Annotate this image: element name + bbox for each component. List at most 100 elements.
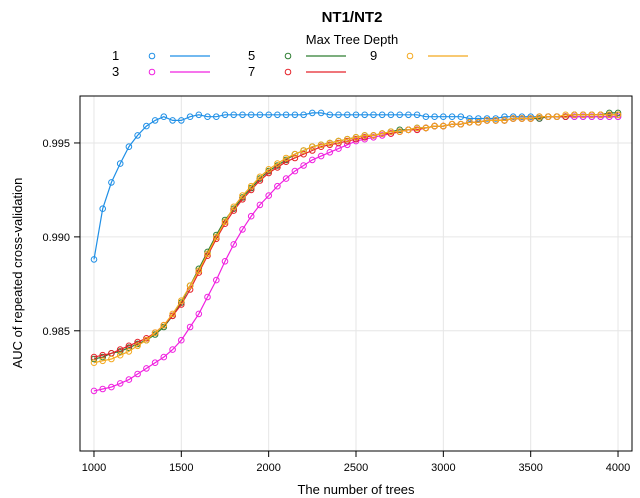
- data-point: [378, 111, 386, 119]
- data-point: [116, 380, 124, 387]
- data-point: [317, 143, 325, 150]
- data-point: [579, 111, 587, 119]
- x-tick-label: 2000: [256, 462, 280, 474]
- data-point: [405, 111, 412, 119]
- data-point: [160, 321, 168, 329]
- data-point: [265, 166, 273, 173]
- data-point: [317, 141, 325, 149]
- data-point: [466, 119, 473, 126]
- data-point: [274, 164, 281, 171]
- data-point: [160, 353, 168, 361]
- data-point: [274, 111, 281, 119]
- data-point: [169, 310, 176, 318]
- data-point: [344, 111, 351, 119]
- data-point: [344, 137, 351, 145]
- data-point: [475, 119, 482, 126]
- legend-marker: [284, 68, 292, 76]
- data-point: [90, 387, 98, 395]
- data-point: [134, 338, 141, 346]
- data-point: [256, 111, 264, 119]
- data-point: [553, 113, 561, 120]
- data-point: [606, 109, 613, 117]
- data-point: [352, 111, 360, 119]
- data-point: [274, 182, 281, 190]
- data-point: [204, 113, 211, 120]
- data-point: [588, 111, 596, 119]
- data-point: [90, 256, 98, 263]
- data-point: [405, 126, 412, 134]
- data-point: [265, 111, 273, 119]
- data-point: [352, 135, 360, 143]
- data-point: [536, 113, 543, 120]
- data-point: [291, 154, 299, 162]
- y-tick-label: 0.985: [42, 326, 70, 338]
- data-point: [378, 130, 386, 137]
- data-point: [483, 117, 491, 124]
- data-point: [239, 192, 246, 199]
- data-point: [186, 113, 194, 120]
- data-point: [239, 226, 246, 233]
- axes: 1000 1500 2000 2500 3000 3500 4000 0.985 0.990 0.…: [42, 138, 630, 474]
- data-point: [431, 122, 438, 130]
- legend-item-7: 7: [248, 64, 346, 79]
- data-point: [213, 113, 220, 120]
- data-point: [178, 297, 185, 305]
- data-point: [291, 111, 299, 119]
- series-layer: [90, 109, 622, 395]
- data-point: [448, 120, 456, 128]
- data-point: [413, 111, 421, 119]
- data-point: [466, 115, 473, 122]
- data-point: [125, 376, 133, 383]
- series-9: [90, 111, 622, 367]
- data-point: [370, 134, 377, 141]
- data-point: [614, 111, 622, 119]
- data-point: [440, 113, 447, 120]
- legend-item-5: 5: [248, 48, 346, 63]
- data-point: [230, 241, 237, 248]
- data-point: [387, 130, 395, 137]
- data-point: [335, 137, 342, 145]
- data-point: [457, 113, 465, 120]
- data-point: [352, 134, 360, 141]
- data-point: [597, 111, 604, 119]
- data-point: [501, 117, 508, 124]
- data-point: [562, 111, 569, 119]
- chart-title: NT1/NT2: [322, 9, 383, 26]
- data-point: [501, 113, 508, 120]
- data-point: [169, 346, 176, 353]
- data-point: [195, 111, 203, 119]
- data-point: [134, 342, 141, 350]
- data-point: [116, 160, 124, 167]
- data-point: [326, 149, 334, 156]
- legend-marker: [406, 52, 414, 60]
- data-point: [239, 111, 246, 119]
- data-point: [125, 344, 133, 352]
- data-point: [230, 111, 237, 119]
- data-point: [134, 132, 141, 139]
- data-point: [387, 111, 395, 119]
- data-point: [143, 122, 150, 130]
- data-point: [361, 132, 369, 139]
- data-point: [256, 173, 264, 181]
- data-point: [274, 160, 281, 167]
- data-point: [151, 329, 159, 337]
- data-point: [413, 124, 421, 132]
- data-point: [527, 113, 535, 120]
- data-point: [143, 336, 150, 344]
- data-point: [396, 126, 404, 134]
- data-point: [265, 192, 273, 199]
- data-point: [99, 385, 106, 393]
- data-point: [178, 117, 185, 124]
- data-point: [300, 147, 307, 154]
- data-point: [614, 109, 622, 117]
- data-point: [282, 175, 290, 182]
- data-point: [282, 154, 290, 162]
- data-point: [213, 233, 220, 241]
- data-point: [361, 134, 369, 141]
- series-line-9: [93, 114, 618, 364]
- data-point: [195, 310, 203, 318]
- data-point: [317, 109, 325, 117]
- data-point: [378, 132, 386, 139]
- data-point: [265, 169, 273, 177]
- legend-label: 5: [248, 48, 255, 63]
